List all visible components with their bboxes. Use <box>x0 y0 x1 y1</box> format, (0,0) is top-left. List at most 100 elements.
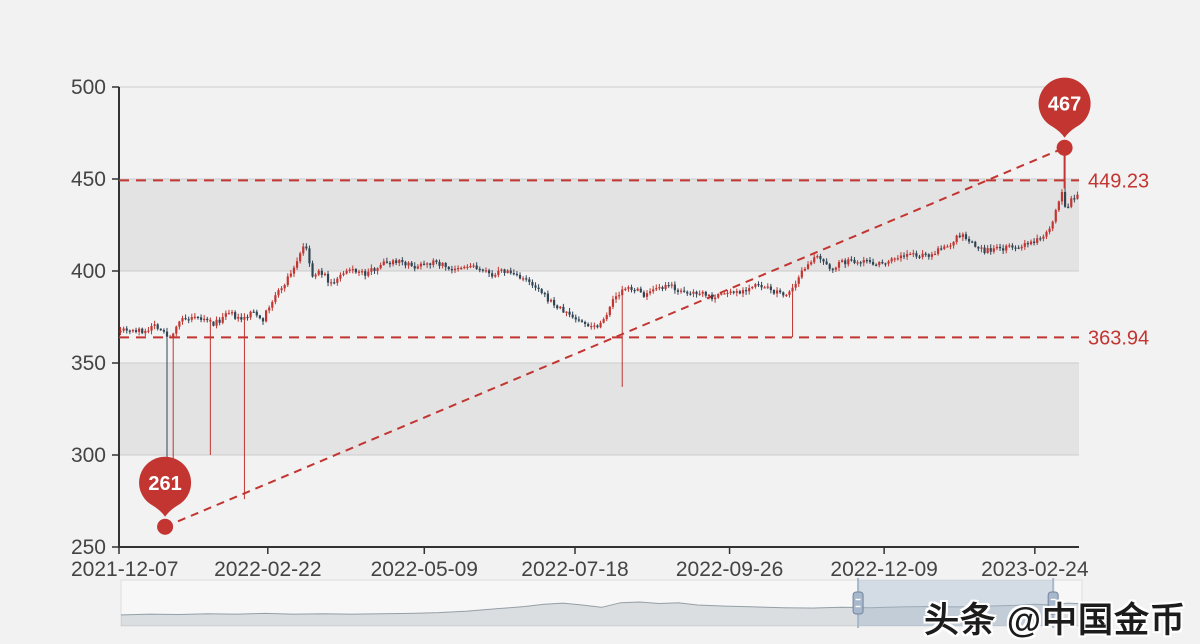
navigator-background[interactable] <box>120 579 1083 627</box>
candle-body <box>986 248 989 254</box>
candle-body <box>295 261 299 268</box>
handle-grip[interactable] <box>1047 591 1059 615</box>
candle-body <box>404 261 407 266</box>
candle-body <box>642 292 646 297</box>
candle-body <box>339 274 342 279</box>
candle-body <box>590 326 593 328</box>
navigator-line <box>120 601 1083 616</box>
candle-body <box>330 282 333 284</box>
candle-body <box>360 271 364 273</box>
candle-body <box>559 306 562 309</box>
candle-body <box>264 310 268 322</box>
candle-body <box>717 293 720 298</box>
candle-body <box>596 325 599 328</box>
candle-body <box>119 330 122 333</box>
candle-body <box>515 273 519 276</box>
handle-grip[interactable] <box>852 591 864 615</box>
candle-body <box>1020 246 1023 249</box>
candle-body <box>320 270 323 275</box>
candle-body <box>1026 243 1030 245</box>
y-tick-label: 450 <box>71 168 106 191</box>
candle-body <box>961 234 964 238</box>
candle-body <box>751 286 754 289</box>
candle-body <box>933 253 937 256</box>
candle-body <box>608 306 611 316</box>
candle-body <box>580 320 584 322</box>
candle-body <box>125 328 128 331</box>
candle-body <box>308 248 311 264</box>
candle-body <box>432 260 435 265</box>
candle-body <box>357 271 361 273</box>
candle-body <box>326 273 330 283</box>
candle-body <box>621 289 624 296</box>
candle-body <box>720 293 723 295</box>
candle-body <box>429 263 432 265</box>
marker-anchor-dot <box>1056 139 1073 156</box>
candle-body <box>1070 198 1073 207</box>
candle-body <box>302 246 305 254</box>
candle-body <box>234 312 237 319</box>
candle-body <box>571 314 574 318</box>
navigator-handle-right[interactable] <box>1047 578 1059 628</box>
ref-line-label: 449.23 <box>1088 170 1149 192</box>
candle-body <box>723 293 726 295</box>
candle-body <box>252 311 255 313</box>
candle-body <box>472 265 475 267</box>
candle-body <box>661 287 664 290</box>
candle-body <box>785 294 788 297</box>
candle-body <box>850 259 853 261</box>
candle-body <box>299 253 302 262</box>
candle-body <box>1057 201 1060 211</box>
candle-body <box>453 268 457 271</box>
candle-body <box>701 291 704 294</box>
candle-body <box>726 292 729 295</box>
candle-body <box>463 266 466 269</box>
candle-body <box>314 274 317 277</box>
candle-body <box>391 260 395 265</box>
candle-body <box>599 322 602 328</box>
navigator-window[interactable] <box>858 580 1054 626</box>
candle-body <box>144 330 147 334</box>
candle-body <box>1017 247 1020 249</box>
candle-body <box>240 317 243 320</box>
candle-body <box>354 269 358 273</box>
candle-body <box>686 291 689 294</box>
candle-body <box>611 299 615 307</box>
candle-body <box>834 267 838 270</box>
candle-body <box>531 282 534 286</box>
candle-body <box>964 234 968 239</box>
candle-body <box>1014 247 1017 249</box>
candle-body <box>509 270 512 274</box>
candle-body <box>342 273 345 275</box>
candle-body <box>1036 238 1039 243</box>
marker-label: 467 <box>1048 94 1081 116</box>
candle-body <box>971 241 974 243</box>
candle-body <box>441 262 444 266</box>
candle-body <box>1051 221 1054 229</box>
candle-body <box>624 288 627 291</box>
candle-body <box>679 290 683 292</box>
candle-body <box>395 260 398 264</box>
candle-body <box>549 299 553 302</box>
candle-body <box>261 318 265 322</box>
candle-body <box>949 245 952 247</box>
candle-body <box>779 290 782 293</box>
navigator-handle-left[interactable] <box>852 578 864 628</box>
candle-body <box>930 254 934 257</box>
candle-body <box>283 285 286 289</box>
candle-body <box>215 319 218 326</box>
navigator[interactable] <box>120 578 1083 628</box>
candle-body <box>884 263 887 265</box>
candle-body <box>605 315 608 320</box>
candle-body <box>760 285 763 288</box>
candle-body <box>912 253 915 255</box>
max-marker: 467 <box>1038 77 1091 156</box>
candle-body <box>810 262 813 265</box>
candle-body <box>831 268 834 271</box>
candle-body <box>927 254 930 257</box>
x-axis: 2021-12-07 2022-02-22 2022-05-09 2022-07-18… <box>71 546 1089 581</box>
candle-body <box>172 333 175 337</box>
candle-body <box>816 256 819 258</box>
candle-body <box>741 290 745 294</box>
candle-body <box>168 336 172 338</box>
